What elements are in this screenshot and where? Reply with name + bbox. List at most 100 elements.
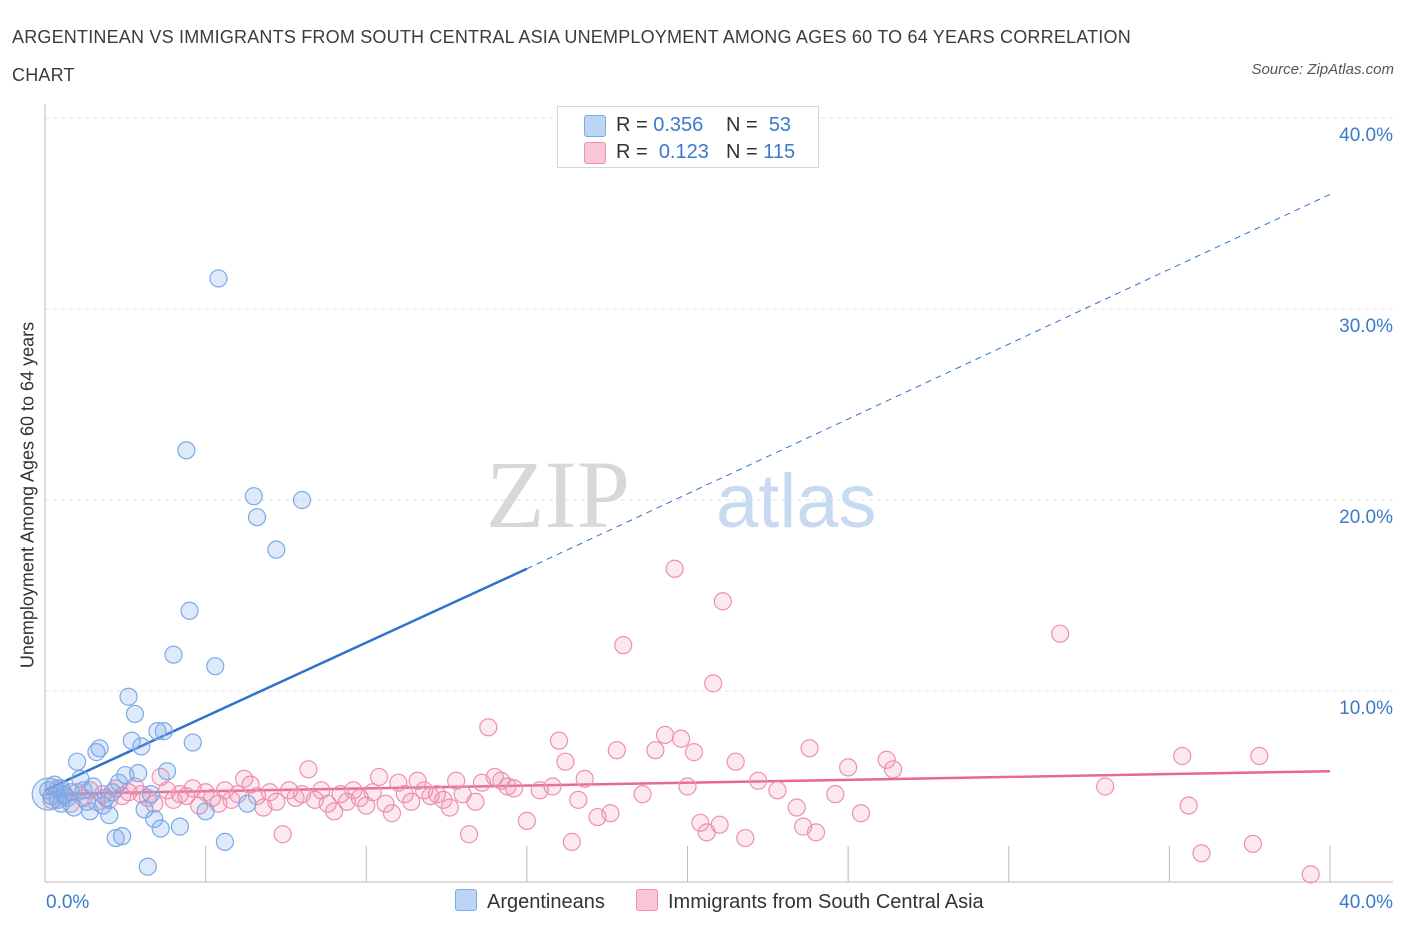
argentineans-point [157, 762, 177, 781]
stats-legend: R = 0.356 N = 53 R = 0.123 N = 115 [557, 106, 819, 168]
immigrants-point [569, 790, 588, 809]
argentineans-point [238, 794, 257, 813]
y-tick-label: 20.0% [1339, 507, 1393, 528]
legend-swatch-blue [455, 889, 477, 911]
watermark-zip: ZIP [486, 441, 630, 548]
immigrants-point [459, 825, 479, 844]
immigrants-point [408, 771, 427, 790]
argentineans-point [138, 857, 157, 876]
argentineans-point [106, 828, 125, 848]
immigrants-point [376, 794, 395, 813]
immigrants-point [325, 802, 344, 821]
legend-item-immigrants[interactable]: Immigrants from South Central Asia [636, 889, 984, 915]
argentineans-point [148, 722, 167, 741]
immigrants-point [691, 813, 710, 832]
immigrants-point [402, 792, 421, 811]
immigrants-point [440, 798, 459, 817]
argentineans-point [129, 764, 148, 783]
legend-n-value: 53 [768, 114, 792, 136]
argentineans-point [154, 722, 173, 741]
legend-swatch-blue [584, 115, 606, 137]
immigrants-point [1192, 844, 1211, 863]
legend-n-label: N = [726, 114, 758, 136]
immigrants-point [646, 741, 665, 760]
argentineans-point [109, 773, 128, 792]
legend-label-argentineans: Argentineans [487, 891, 605, 913]
immigrants-point [684, 743, 704, 762]
legend-n-value: 115 [763, 141, 796, 163]
immigrants-point [1243, 834, 1263, 853]
immigrants-point [562, 832, 581, 851]
argentineans-point [58, 788, 77, 808]
watermark: ZIP atlas [486, 441, 877, 548]
legend-r-label: R = [616, 114, 648, 136]
immigrants-point [633, 785, 652, 804]
argentineans-point [135, 800, 154, 819]
immigrants-point [267, 792, 286, 811]
argentineans-point [103, 783, 122, 802]
immigrants-point [434, 790, 453, 809]
immigrants-point [1173, 746, 1192, 766]
legend-item-argentineans[interactable]: Argentineans [455, 889, 605, 915]
legend-r-value: 0.123 [658, 141, 709, 163]
immigrants-point [177, 786, 196, 806]
legend-swatch-pink [584, 142, 606, 164]
legend-r-label: R = [616, 141, 648, 163]
argentineans-point [84, 777, 103, 796]
argentineans-point [267, 540, 286, 559]
immigrants-point [389, 773, 408, 792]
immigrants-point [318, 794, 337, 813]
argentineans-point [209, 269, 228, 288]
argentineans-point [244, 487, 263, 506]
argentineans-point [170, 817, 190, 836]
immigrants-point [273, 825, 292, 844]
immigrants-point [671, 729, 691, 748]
argentineans-point [206, 657, 225, 676]
immigrants-point [260, 783, 279, 802]
argentineans-point [196, 802, 215, 821]
argentineans-point [112, 827, 132, 846]
argentineans-point [215, 832, 234, 851]
immigrants-point [883, 760, 903, 779]
chart-title: ARGENTINEAN VS IMMIGRANTS FROM SOUTH CEN… [12, 27, 1131, 85]
immigrants-point [749, 771, 768, 790]
immigrants-point [498, 777, 517, 796]
argentineans-point [122, 731, 141, 750]
immigrants-point [344, 781, 363, 800]
argentineans-point [90, 739, 109, 758]
immigrants-point [601, 804, 620, 823]
immigrants-point [1051, 624, 1070, 643]
argentineans-point [31, 777, 65, 811]
immigrants-point [370, 767, 389, 787]
immigrants-point [145, 794, 164, 813]
trend-lines [44, 193, 1331, 796]
immigrants-point [241, 775, 260, 794]
immigrants-point [877, 750, 896, 769]
tick-labels: 10.0% 20.0% 30.0% 40.0% 0.0% 40.0% [46, 125, 1393, 913]
immigrants-point [479, 718, 498, 737]
immigrants-point [839, 758, 858, 777]
argentineans-point [125, 704, 145, 724]
immigrants-point [1179, 796, 1198, 815]
argentineans-point [74, 781, 93, 800]
immigrants-point [363, 783, 382, 802]
argentineans-point [51, 779, 71, 798]
immigrants-point [851, 804, 871, 823]
immigrants-point [614, 636, 633, 655]
argentineans-point [145, 809, 164, 829]
immigrants-point [517, 811, 536, 830]
argentineans-trend-line [44, 567, 528, 792]
immigrants-point [710, 815, 729, 834]
immigrants-point [1250, 746, 1269, 766]
axes [44, 104, 1393, 883]
argentineans-trend-extension [526, 193, 1331, 570]
source-label: Source: ZipAtlas.com [1251, 61, 1394, 78]
immigrants-point [228, 785, 247, 804]
argentineans-point [68, 752, 87, 771]
legend-r-value: 0.356 [653, 114, 704, 136]
immigrants-point [466, 792, 485, 811]
immigrants-point [543, 777, 562, 796]
legend-n-label: N = [726, 141, 758, 163]
immigrants-point [787, 798, 806, 817]
